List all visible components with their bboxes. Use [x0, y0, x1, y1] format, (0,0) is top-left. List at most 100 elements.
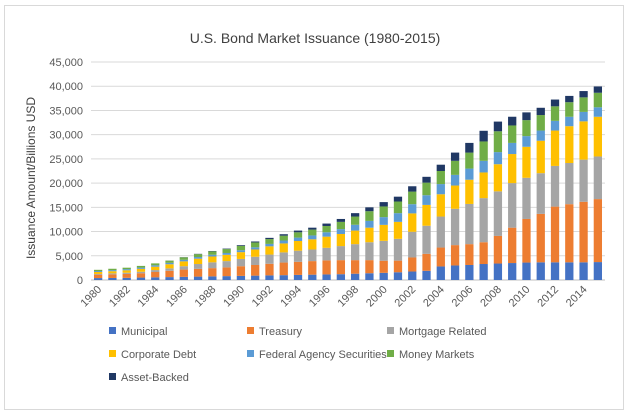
bar-corporate-debt-1990 — [236, 252, 246, 259]
bar-treasury-2008 — [493, 235, 503, 264]
bar-mortgage-related-2001 — [393, 238, 403, 261]
bar-federal-agency-securities-1987 — [193, 257, 203, 259]
bar-mortgage-related-1990 — [236, 258, 246, 267]
bar-federal-agency-securities-1991 — [251, 247, 260, 250]
bar-corporate-debt-2013 — [565, 126, 574, 164]
bar-asset-backed-2006 — [465, 142, 474, 153]
bar-treasury-1982 — [122, 273, 131, 278]
legend-item-treasury: Treasury — [247, 326, 302, 338]
bar-corporate-debt-2014 — [579, 121, 588, 160]
x-tick-label: 2004 — [421, 284, 447, 310]
bar-mortgage-related-2009 — [508, 183, 517, 228]
x-tick-label: 1980 — [78, 284, 104, 310]
bar-federal-agency-securities-1983 — [136, 267, 146, 269]
bar-asset-backed-1992 — [265, 237, 274, 240]
bar-corporate-debt-1987 — [193, 258, 203, 265]
bar-treasury-1986 — [179, 269, 188, 277]
bar-municipal-1984 — [151, 277, 160, 280]
bar-municipal-2012 — [550, 262, 560, 280]
legend-swatch — [387, 327, 394, 334]
bar-federal-agency-securities-1992 — [265, 243, 274, 247]
bar-mortgage-related-1996 — [322, 247, 331, 261]
legend-item-mortgage-related: Mortgage Related — [387, 326, 486, 338]
x-axis-ticks: 1980 1982 1984 1986 1988 1990 1992 1994 1996 1998… — [78, 284, 589, 310]
bar-federal-agency-securities-1982 — [122, 269, 131, 271]
bar-federal-agency-securities-2003 — [422, 195, 431, 205]
gridlines — [91, 61, 605, 281]
bar-asset-backed-2013 — [565, 95, 574, 103]
bar-treasury-2010 — [522, 218, 531, 263]
x-tick-label: 1984 — [136, 284, 162, 310]
bar-money-markets-2007 — [479, 141, 488, 161]
bar-mortgage-related-1997 — [336, 246, 346, 261]
bar-treasury-2014 — [579, 201, 588, 263]
bar-mortgage-related-1998 — [350, 244, 360, 261]
bar-treasury-1997 — [336, 260, 346, 275]
bar-money-markets-1992 — [265, 239, 274, 244]
x-tick-label: 2010 — [507, 284, 533, 310]
bar-federal-agency-securities-2015 — [593, 107, 603, 117]
bar-corporate-debt-1995 — [308, 239, 317, 250]
bar-federal-agency-securities-1990 — [236, 250, 246, 253]
bar-treasury-1991 — [251, 264, 260, 276]
bar-corporate-debt-1993 — [279, 243, 288, 253]
bar-treasury-2013 — [565, 204, 574, 263]
bar-money-markets-1990 — [236, 245, 246, 251]
legend-label: Treasury — [259, 326, 302, 338]
bar-municipal-2007 — [479, 264, 488, 280]
bar-treasury-1998 — [350, 260, 360, 274]
bar-municipal-1993 — [279, 275, 288, 280]
bar-asset-backed-1996 — [322, 223, 331, 226]
bar-corporate-debt-2012 — [550, 130, 560, 166]
bar-asset-backed-2009 — [508, 116, 517, 126]
bar-federal-agency-securities-1984 — [151, 265, 160, 267]
bar-money-markets-2005 — [450, 160, 460, 175]
bar-municipal-1987 — [193, 276, 203, 280]
bar-mortgage-related-1982 — [122, 272, 131, 274]
bar-asset-backed-2005 — [450, 152, 460, 161]
bar-municipal-1983 — [136, 277, 146, 280]
bar-treasury-1999 — [365, 260, 374, 274]
legend-label: Mortgage Related — [399, 326, 486, 338]
bar-corporate-debt-1992 — [265, 246, 274, 255]
legend-swatch — [247, 350, 254, 357]
bar-money-markets-2012 — [550, 106, 560, 121]
bar-asset-backed-2014 — [579, 91, 588, 98]
legend-label: Asset-Backed — [121, 372, 189, 384]
bar-treasury-2002 — [408, 257, 417, 272]
bar-asset-backed-2003 — [422, 176, 431, 183]
bar-federal-agency-securities-2014 — [579, 111, 588, 122]
bar-mortgage-related-2000 — [379, 240, 388, 261]
bar-asset-backed-2000 — [379, 202, 388, 207]
bar-corporate-debt-2015 — [593, 116, 603, 157]
bar-money-markets-2015 — [593, 92, 603, 108]
bar-federal-agency-securities-2008 — [493, 152, 503, 165]
legend-swatch — [109, 373, 116, 380]
bar-treasury-1995 — [308, 261, 317, 275]
bar-treasury-1980 — [93, 274, 103, 279]
bar-federal-agency-securities-1981 — [108, 270, 117, 272]
legend-swatch — [109, 327, 116, 334]
bar-money-markets-2001 — [393, 201, 403, 214]
y-tick-label: 10,000 — [49, 227, 83, 239]
bar-asset-backed-2001 — [393, 196, 403, 202]
bar-money-markets-2006 — [465, 152, 474, 169]
bar-municipal-1998 — [350, 273, 360, 280]
bar-money-markets-1983 — [136, 265, 146, 268]
bar-federal-agency-securities-2006 — [465, 168, 474, 180]
bar-municipal-2013 — [565, 262, 574, 280]
bar-treasury-1981 — [108, 274, 117, 278]
bar-corporate-debt-1981 — [108, 271, 117, 274]
y-tick-label: 0 — [77, 275, 83, 287]
bar-municipal-2015 — [593, 262, 603, 280]
bar-corporate-debt-2009 — [508, 154, 517, 184]
chart-area: U.S. Bond Market Issuance (1980-2015) Is… — [4, 5, 624, 410]
legend-label: Money Markets — [399, 349, 475, 361]
chart-title: U.S. Bond Market Issuance (1980-2015) — [190, 30, 441, 46]
bar-money-markets-1999 — [365, 211, 374, 221]
legend-item-federal-agency-securities: Federal Agency Securities — [247, 349, 387, 361]
bar-treasury-1990 — [236, 266, 246, 276]
bar-treasury-2005 — [450, 245, 460, 266]
bar-money-markets-1995 — [308, 229, 317, 236]
legend-label: Municipal — [121, 326, 167, 338]
